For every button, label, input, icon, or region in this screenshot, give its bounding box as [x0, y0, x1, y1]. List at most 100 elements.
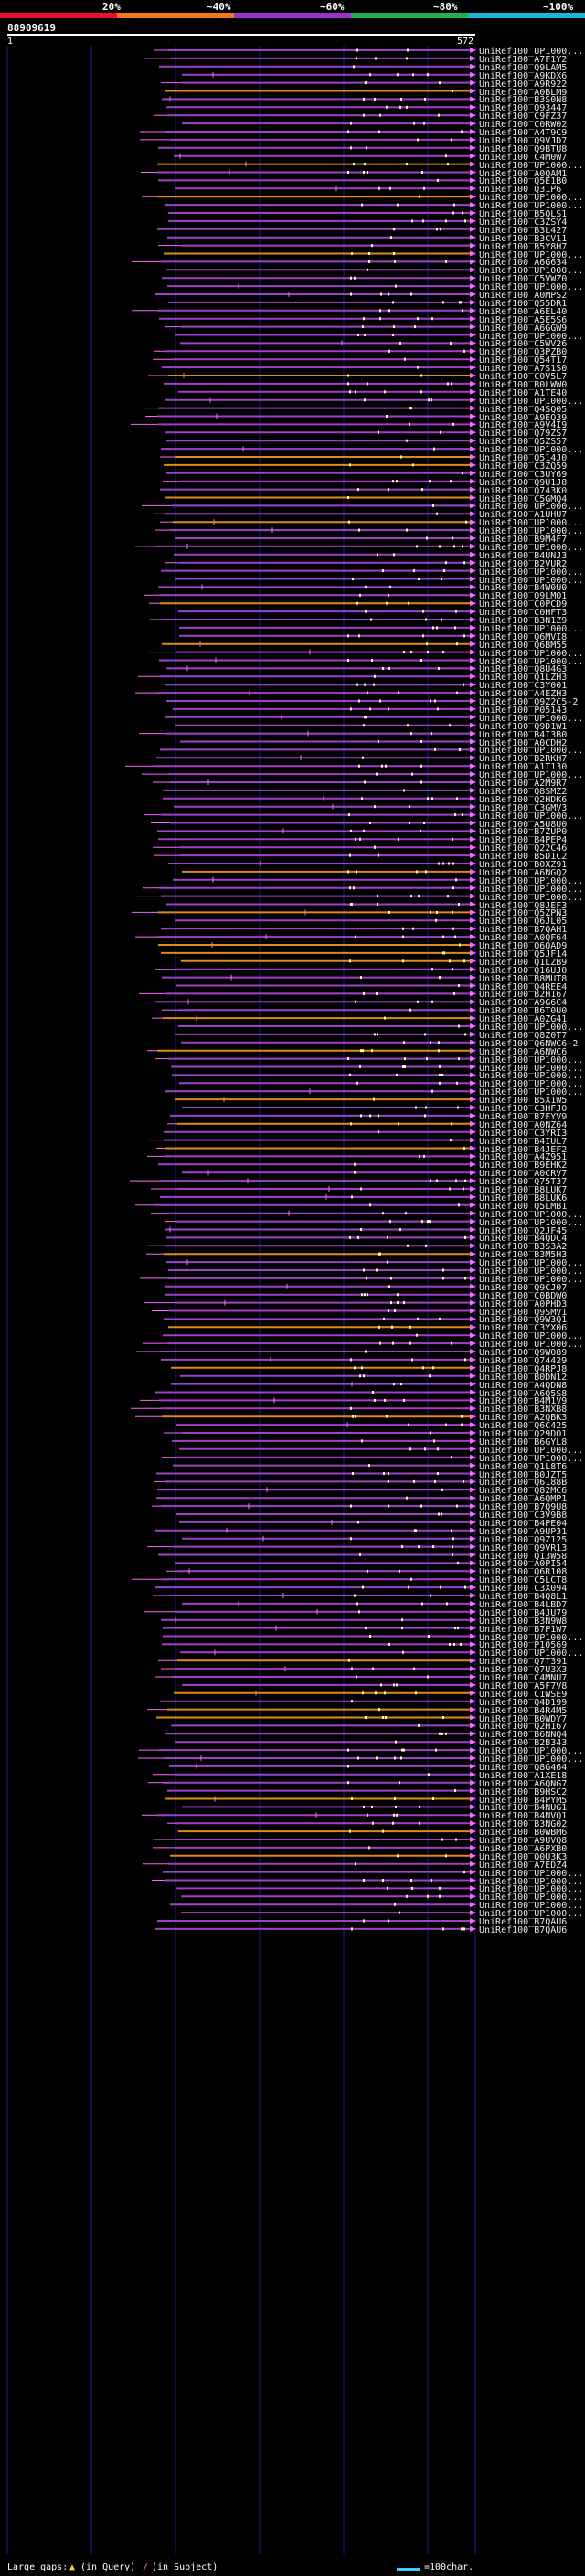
hit-label[interactable]: UniRef100_UP1000...	[479, 1267, 584, 1277]
hit-label[interactable]: UniRef100_B3N1Z9	[479, 616, 568, 626]
hit-label[interactable]: UniRef100_Q74429	[479, 1355, 568, 1366]
hit-label[interactable]: UniRef100_A9KDX6	[479, 70, 568, 81]
hit-label[interactable]: UniRef100_Q514J0	[479, 453, 568, 463]
hit-label[interactable]: UniRef100_B2B343	[479, 1738, 568, 1749]
hit-label[interactable]: UniRef100_UP1000...	[479, 1868, 584, 1879]
hit-label[interactable]: UniRef100_B4LBD7	[479, 1599, 568, 1610]
hit-label[interactable]: UniRef100_UP1000...	[479, 770, 584, 781]
hit-label[interactable]: UniRef100_UP1000...	[479, 193, 584, 204]
hit-label[interactable]: UniRef100_UP1000...	[479, 1746, 584, 1757]
hit-label[interactable]: UniRef100_Q6C425	[479, 1421, 568, 1432]
hit-label[interactable]: UniRef100_B5X1W5	[479, 1096, 568, 1107]
hit-label[interactable]: UniRef100_UP1000...	[479, 396, 584, 407]
hit-label[interactable]: UniRef100_Q9CJ07	[479, 1282, 568, 1293]
hit-label[interactable]: UniRef100_UP1000...	[479, 518, 584, 529]
hit-label[interactable]: UniRef100_Q9Z2C5-2	[479, 697, 579, 707]
hit-label[interactable]: UniRef100_C4MNU7	[479, 1673, 568, 1683]
hit-label[interactable]: UniRef100_UP1000...	[479, 526, 584, 537]
hit-label[interactable]: UniRef100_Q5ZS57	[479, 437, 568, 448]
hit-label[interactable]: UniRef100_B4W0U0	[479, 583, 568, 594]
hit-label[interactable]: UniRef100_A6QMP1	[479, 1494, 568, 1505]
hit-label[interactable]: UniRef100_A1TE40	[479, 387, 568, 398]
hit-label[interactable]: UniRef100_Q9D1W1	[479, 721, 568, 732]
hit-label[interactable]: UniRef100_C3UY69	[479, 469, 568, 480]
hit-label[interactable]: UniRef100_B3CV11	[479, 233, 568, 244]
hit-label[interactable]: UniRef100_C3HFJ0	[479, 1104, 568, 1114]
hit-label[interactable]: UniRef100_B7QAH1	[479, 925, 568, 936]
hit-label[interactable]: UniRef100_B0JZT5	[479, 1469, 568, 1480]
hit-label[interactable]: UniRef100_Q0U3K3	[479, 1851, 568, 1862]
hit-label[interactable]: UniRef100_UP1000...	[479, 1876, 584, 1887]
hit-label[interactable]: UniRef100_A0BLM9	[479, 87, 568, 98]
hit-label[interactable]: UniRef100_Q2JF45	[479, 1225, 568, 1236]
hit-label[interactable]: UniRef100_Q5LMB1	[479, 1201, 568, 1212]
hit-label[interactable]: UniRef100_Q55DR1	[479, 298, 568, 309]
hit-label[interactable]: UniRef100_A2QBK3	[479, 1413, 568, 1424]
hit-label[interactable]: UniRef100_UP1000...	[479, 575, 584, 586]
hit-label[interactable]: UniRef100_UP1000...	[479, 542, 584, 553]
hit-label[interactable]: UniRef100_C3ZQ59	[479, 461, 568, 472]
hit-label[interactable]: UniRef100_B4I3B0	[479, 729, 568, 740]
hit-label[interactable]: UniRef100_B5Y8H7	[479, 241, 568, 252]
hit-label[interactable]: UniRef100_Q9SMV1	[479, 1307, 568, 1318]
hit-label[interactable]: UniRef100_A6GGW9	[479, 323, 568, 334]
hit-label[interactable]: UniRef100_Q8G464	[479, 1762, 568, 1773]
hit-label[interactable]: UniRef100_UP1000...	[479, 1258, 584, 1269]
hit-label[interactable]: UniRef100_A7S1S0	[479, 364, 568, 375]
hit-label[interactable]: UniRef100_Q1L8T6	[479, 1461, 568, 1472]
hit-label[interactable]: UniRef100_A6NWC6	[479, 1046, 568, 1057]
hit-label[interactable]: UniRef100_B4R4M5	[479, 1705, 568, 1716]
hit-label[interactable]: UniRef100_B2H167	[479, 990, 568, 1001]
hit-label[interactable]: UniRef100_C3X094	[479, 1584, 568, 1595]
hit-label[interactable]: UniRef100_B4JEF2	[479, 1144, 568, 1155]
hit-label[interactable]: UniRef100_Q9LMQ1	[479, 591, 568, 602]
hit-label[interactable]: UniRef100_B2RKH7	[479, 754, 568, 765]
hit-label[interactable]: UniRef100_UP1000...	[479, 249, 584, 260]
hit-label[interactable]: UniRef100_Q16UJ0	[479, 965, 568, 976]
hit-label[interactable]: UniRef100_B3N9W8	[479, 1616, 568, 1627]
hit-label[interactable]: UniRef100_Q4REE4	[479, 981, 568, 992]
hit-label[interactable]: UniRef100_B0WBM6	[479, 1828, 568, 1839]
hit-label[interactable]: UniRef100_B4PEP4	[479, 835, 568, 846]
hit-label[interactable]: UniRef100_UP1000...	[479, 1884, 584, 1895]
hit-label[interactable]: UniRef100_UP1000...	[479, 875, 584, 886]
hit-label[interactable]: UniRef100_Q29DO1	[479, 1429, 568, 1439]
hit-label[interactable]: UniRef100_A4T9C9	[479, 128, 568, 138]
hit-label[interactable]: UniRef100_UP1000...	[479, 746, 584, 757]
hit-label[interactable]: UniRef100_UP1000...	[479, 1217, 584, 1228]
hit-label[interactable]: UniRef100_C0V5L7	[479, 372, 568, 382]
hit-label[interactable]: UniRef100_Q7T391	[479, 1657, 568, 1668]
hit-label[interactable]: UniRef100_A7EDZ4	[479, 1860, 568, 1871]
hit-label[interactable]: UniRef100_Q9LAM5	[479, 62, 568, 73]
hit-label[interactable]: UniRef100_C0RW02	[479, 120, 568, 131]
hit-label[interactable]: UniRef100_Q31P6	[479, 185, 562, 196]
hit-label[interactable]: UniRef100_Q4D199	[479, 1697, 568, 1708]
hit-label[interactable]: UniRef100_UP1000...	[479, 623, 584, 634]
hit-label[interactable]: UniRef100_B3S3A2	[479, 1242, 568, 1253]
hit-label[interactable]: UniRef100_Q743K0	[479, 485, 568, 496]
hit-label[interactable]: UniRef100_B0XZ91	[479, 860, 568, 870]
hit-label[interactable]: UniRef100_UP1000...	[479, 47, 584, 57]
hit-label[interactable]: UniRef100_UP1000...	[479, 1331, 584, 1342]
hit-label[interactable]: UniRef100_UP1000...	[479, 567, 584, 578]
hit-label[interactable]: UniRef100_A0CRV7	[479, 1169, 568, 1180]
hit-label[interactable]: UniRef100_B8LUK7	[479, 1185, 568, 1195]
hit-label[interactable]: UniRef100_Q9VJD7	[479, 135, 568, 146]
hit-label[interactable]: UniRef100_A6G634	[479, 258, 568, 269]
hit-label[interactable]: UniRef100_A9UP31	[479, 1526, 568, 1537]
hit-label[interactable]: UniRef100_UP1000...	[479, 160, 584, 171]
hit-label[interactable]: UniRef100_Q9VR13	[479, 1542, 568, 1553]
hit-label[interactable]: UniRef100_B6GYL8	[479, 1436, 568, 1447]
hit-label[interactable]: UniRef100_A0MPS2	[479, 291, 568, 301]
hit-label[interactable]: UniRef100_B4NUG1	[479, 1803, 568, 1814]
hit-label[interactable]: UniRef100_A4Z951	[479, 1152, 568, 1163]
hit-label[interactable]: UniRef100_P05143	[479, 705, 568, 716]
hit-label[interactable]: UniRef100_UP1000...	[479, 1063, 584, 1074]
hit-label[interactable]: UniRef100_A5F7V8	[479, 1680, 568, 1691]
hit-label[interactable]: UniRef100_UP1000...	[479, 1274, 584, 1285]
hit-label[interactable]: UniRef100_Q82MC6	[479, 1486, 568, 1497]
hit-label[interactable]: UniRef100_A6EL40	[479, 306, 568, 317]
hit-label[interactable]: UniRef100_UP1000...	[479, 1340, 584, 1351]
hit-label[interactable]: UniRef100_C3V9B8	[479, 1511, 568, 1521]
hit-label[interactable]: UniRef100_Q8SMZ2	[479, 786, 568, 797]
